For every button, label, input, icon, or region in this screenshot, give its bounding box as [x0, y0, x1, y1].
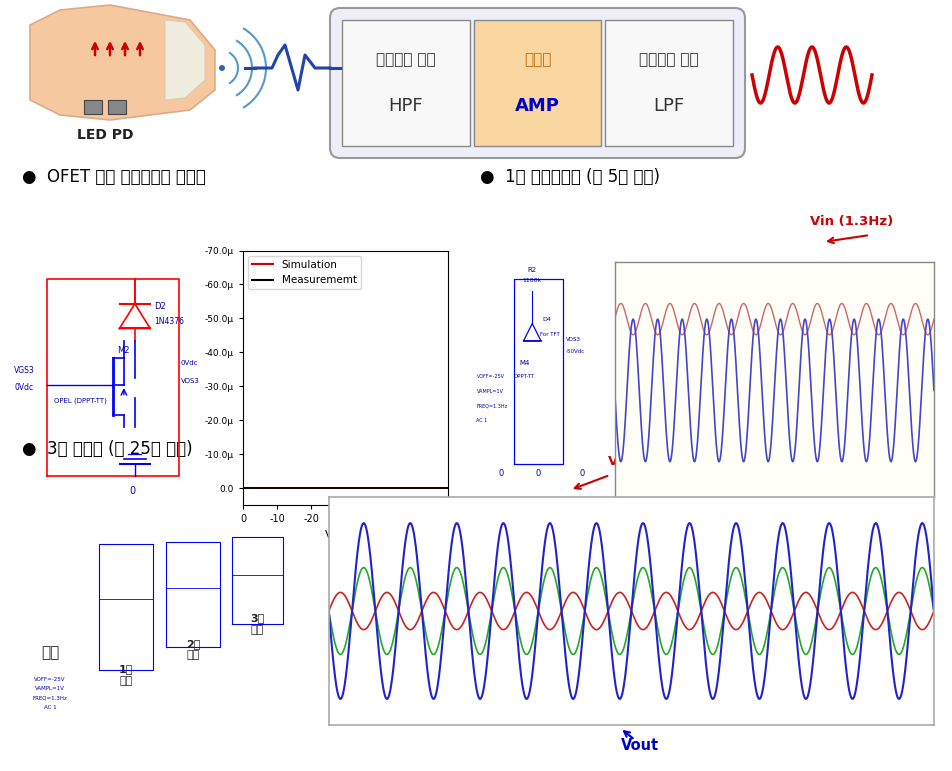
Text: VAMPL=1V: VAMPL=1V — [35, 686, 65, 691]
Text: D4: D4 — [542, 317, 550, 322]
Text: 0: 0 — [535, 470, 541, 479]
Text: 2단
증폭: 2단 증폭 — [186, 638, 200, 660]
Text: AC 1: AC 1 — [44, 705, 56, 709]
Text: ●  OFET 소자 시뮬레이션 모델링: ● OFET 소자 시뮬레이션 모델링 — [22, 168, 206, 186]
Legend: Simulation, Measurememt: Simulation, Measurememt — [248, 256, 361, 289]
Text: 3단
증폭: 3단 증폭 — [250, 613, 264, 635]
Text: D2: D2 — [154, 301, 167, 311]
Text: VDS3: VDS3 — [181, 378, 200, 384]
FancyBboxPatch shape — [329, 8, 744, 158]
Text: VAMPL=1V: VAMPL=1V — [476, 389, 503, 393]
Text: DPPT-TT: DPPT-TT — [513, 374, 534, 379]
Text: 1단
증폭: 1단 증폭 — [119, 665, 133, 686]
Text: FREQ=1.3Hz: FREQ=1.3Hz — [476, 403, 507, 409]
Text: 0: 0 — [129, 486, 135, 496]
Text: 1100k: 1100k — [522, 278, 542, 282]
Text: VDS3: VDS3 — [565, 337, 580, 342]
Text: R2: R2 — [527, 267, 536, 273]
Circle shape — [219, 65, 225, 71]
X-axis label: Vds [V]: Vds [V] — [325, 530, 366, 540]
Text: HPF: HPF — [388, 97, 423, 115]
Text: 저역통과 필터: 저역통과 필터 — [639, 52, 698, 68]
Text: OPEL (DPPT-TT): OPEL (DPPT-TT) — [53, 398, 107, 404]
Text: Vout: Vout — [855, 467, 893, 483]
Text: 1N4376: 1N4376 — [154, 317, 185, 325]
Text: 0: 0 — [579, 470, 584, 479]
Text: LPF: LPF — [653, 97, 684, 115]
Text: 증폭기: 증폭기 — [524, 52, 550, 68]
FancyBboxPatch shape — [605, 20, 732, 146]
Text: VOFF=-25V: VOFF=-25V — [34, 677, 66, 682]
Text: For TFT: For TFT — [539, 332, 559, 337]
Text: AMP: AMP — [514, 97, 560, 115]
Text: FREQ=1.3Hz: FREQ=1.3Hz — [32, 695, 68, 700]
Text: Vin (1.3Hz): Vin (1.3Hz) — [607, 456, 690, 469]
Text: M2: M2 — [117, 346, 129, 355]
FancyBboxPatch shape — [342, 20, 469, 146]
Text: AC 1: AC 1 — [476, 418, 487, 423]
Text: 0: 0 — [498, 470, 504, 479]
Text: Vout: Vout — [621, 738, 659, 752]
Text: VGS3: VGS3 — [14, 366, 35, 375]
Text: VOFF=-25V: VOFF=-25V — [476, 374, 504, 379]
Text: 0Vdc: 0Vdc — [14, 383, 33, 392]
Text: LED PD: LED PD — [77, 128, 133, 142]
Text: M4: M4 — [520, 361, 529, 366]
Polygon shape — [30, 5, 215, 120]
Text: 고역통과 필터: 고역통과 필터 — [376, 52, 435, 68]
Polygon shape — [165, 20, 205, 100]
FancyBboxPatch shape — [473, 20, 601, 146]
Text: 0Vdc: 0Vdc — [181, 361, 198, 366]
Text: 신호: 신호 — [41, 645, 59, 661]
Text: ●  3단 증폭기 (약 25배 증폭): ● 3단 증폭기 (약 25배 증폭) — [22, 440, 192, 458]
Text: ●  1단 반전증폭기 (약 5배 증폭): ● 1단 반전증폭기 (약 5배 증폭) — [480, 168, 660, 186]
FancyBboxPatch shape — [84, 100, 102, 114]
Text: Vin (1.3Hz): Vin (1.3Hz) — [809, 216, 892, 228]
Text: -50Vdc: -50Vdc — [565, 349, 585, 354]
FancyBboxPatch shape — [108, 100, 126, 114]
